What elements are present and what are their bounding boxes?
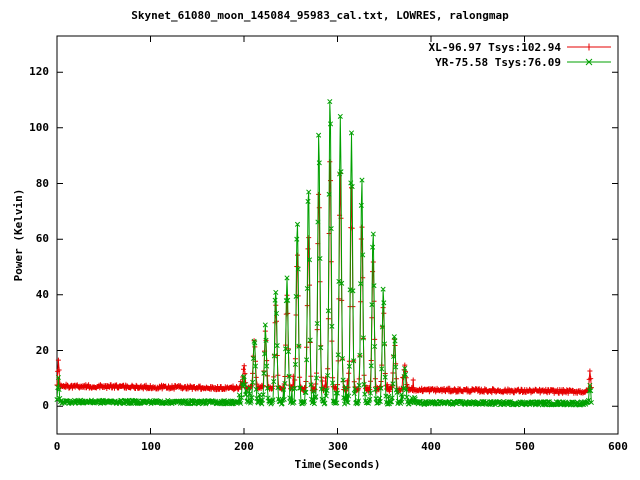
x-axis-label: Time(Seconds) — [294, 458, 381, 471]
legend: XL-96.97 Tsys:102.94 YR-75.58 Tsys:76.09 — [429, 40, 612, 69]
legend-line-sample-yr — [567, 58, 611, 66]
legend-label-yr: YR-75.58 Tsys:76.09 — [435, 55, 561, 69]
legend-line-sample-xl — [567, 43, 611, 51]
y-axis-label: Power (Kelvin) — [12, 188, 25, 282]
legend-label-xl: XL-96.97 Tsys:102.94 — [428, 40, 561, 54]
legend-entry-yr: YR-75.58 Tsys:76.09 — [435, 55, 612, 69]
legend-entry-xl: XL-96.97 Tsys:102.94 — [429, 40, 612, 54]
chart-title: Skynet_61080_moon_145084_95983_cal.txt, … — [131, 9, 509, 22]
